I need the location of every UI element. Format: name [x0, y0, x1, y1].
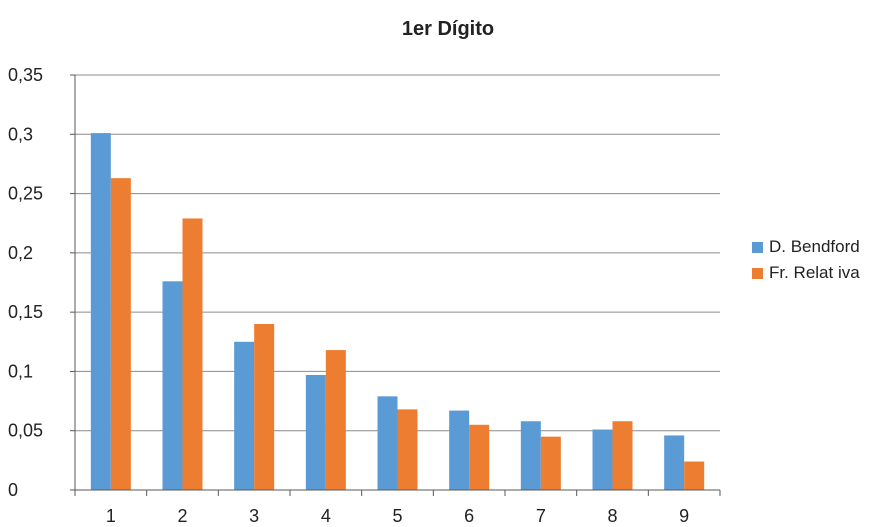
bar-d-bendford: [592, 429, 613, 490]
x-tick-label: 2: [177, 506, 187, 526]
y-tick-label: 0: [8, 480, 18, 500]
bars: [90, 133, 705, 490]
y-tick-label: 0,2: [8, 243, 33, 263]
legend-swatch-d-bendford: [752, 241, 763, 253]
bar-d-bendford: [162, 281, 183, 490]
legend-label-fr-relativa: Fr. Relat iva: [769, 263, 860, 282]
x-tick-label: 1: [106, 506, 116, 526]
x-tick-label: 5: [392, 506, 402, 526]
legend-item-d-bendford: D. Bendford: [752, 234, 860, 260]
bar-d-bendford: [377, 396, 398, 490]
x-tick-label: 6: [464, 506, 474, 526]
legend-swatch-fr-relativa: [752, 267, 763, 279]
legend: D. Bendford Fr. Relat iva: [752, 234, 860, 286]
tick-labels: 0 0,05 0,1 0,15 0,2 0,25 0,3 0,35 1 2 3 4 5 6 7 8 9: [8, 65, 689, 526]
y-tick-label: 0,15: [8, 302, 43, 322]
bar-fr-relativa: [684, 461, 705, 490]
bar-d-bendford: [520, 421, 541, 490]
x-tick-label: 9: [679, 506, 689, 526]
bar-fr-relativa: [110, 178, 131, 490]
x-tick-label: 8: [607, 506, 617, 526]
y-tick-label: 0,35: [8, 65, 43, 85]
chart-title: 1er Dígito: [401, 18, 495, 40]
y-tick-label: 0,1: [8, 361, 33, 381]
bar-fr-relativa: [469, 424, 490, 490]
y-tick-label: 0,3: [8, 124, 33, 144]
y-tick-label: 0,05: [8, 421, 43, 441]
legend-label-d-bendford: D. Bendford: [769, 237, 860, 256]
bar-d-bendford: [664, 435, 685, 490]
bar-d-bendford: [305, 374, 326, 490]
legend-item-fr-relativa: Fr. Relat iva: [752, 260, 860, 286]
axes: [70, 74, 721, 496]
y-tick-label: 0,25: [8, 184, 43, 204]
x-tick-label: 7: [536, 506, 546, 526]
bar-fr-relativa: [325, 350, 346, 490]
bar-fr-relativa: [182, 218, 203, 490]
bar-fr-relativa: [397, 409, 418, 490]
bar-d-bendford: [90, 133, 111, 490]
x-tick-label: 4: [321, 506, 331, 526]
bar-d-bendford: [234, 341, 255, 490]
bar-d-bendford: [449, 410, 470, 490]
x-tick-label: 3: [249, 506, 259, 526]
bar-fr-relativa: [612, 421, 633, 490]
bar-fr-relativa: [254, 324, 275, 490]
bar-fr-relativa: [540, 436, 561, 490]
